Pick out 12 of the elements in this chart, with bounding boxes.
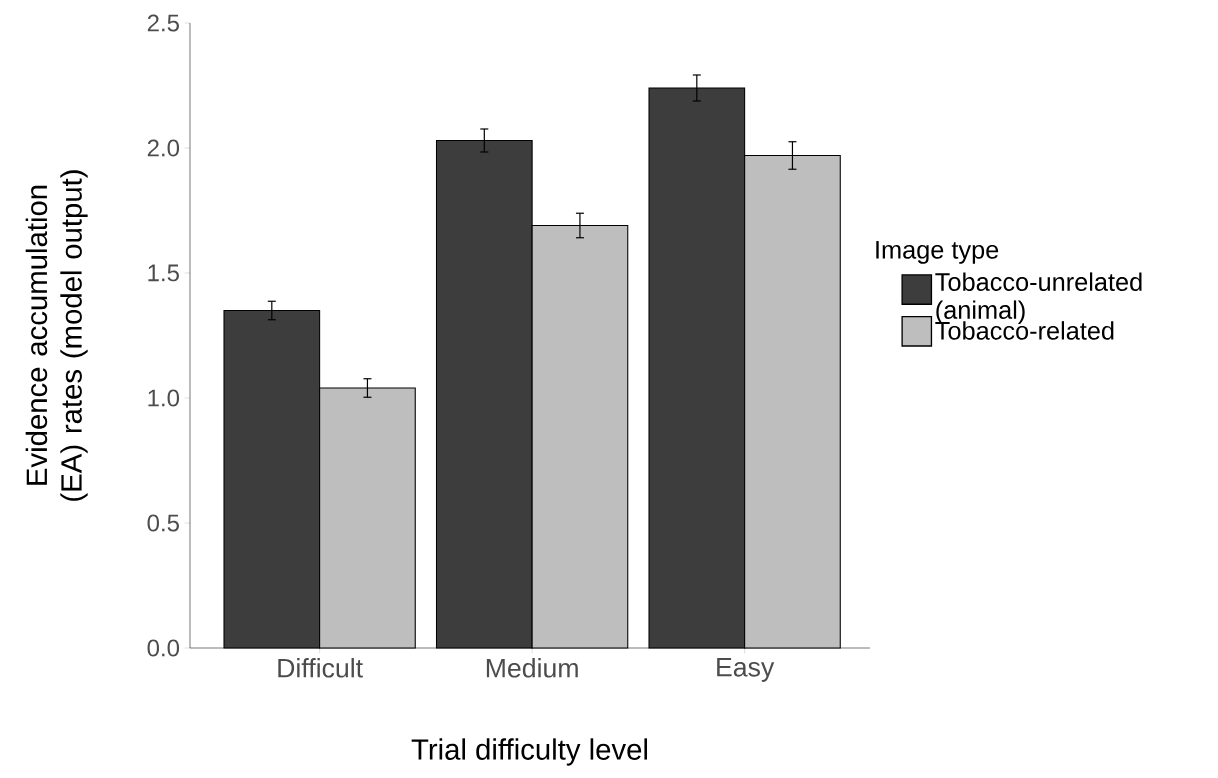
- x-tick-label: Difficult: [278, 658, 363, 678]
- y-axis-title: Evidence accumulation (EA) rates (model output): [25, 170, 88, 501]
- x-tick-label: Medium: [486, 658, 578, 678]
- x-tick-label: Easy: [717, 658, 775, 682]
- y-tick-label: 0.0: [147, 639, 180, 657]
- y-tick-label: 2.5: [147, 14, 179, 32]
- y-tick-label: 1.0: [148, 389, 180, 407]
- legend-title: Image type: [876, 241, 999, 264]
- y-tick-label: 0.5: [147, 514, 179, 532]
- y-tick-label: 2.0: [147, 139, 180, 157]
- x-axis-title: Trial difficulty level: [411, 738, 647, 766]
- y-tick-label: 1.5: [148, 264, 179, 282]
